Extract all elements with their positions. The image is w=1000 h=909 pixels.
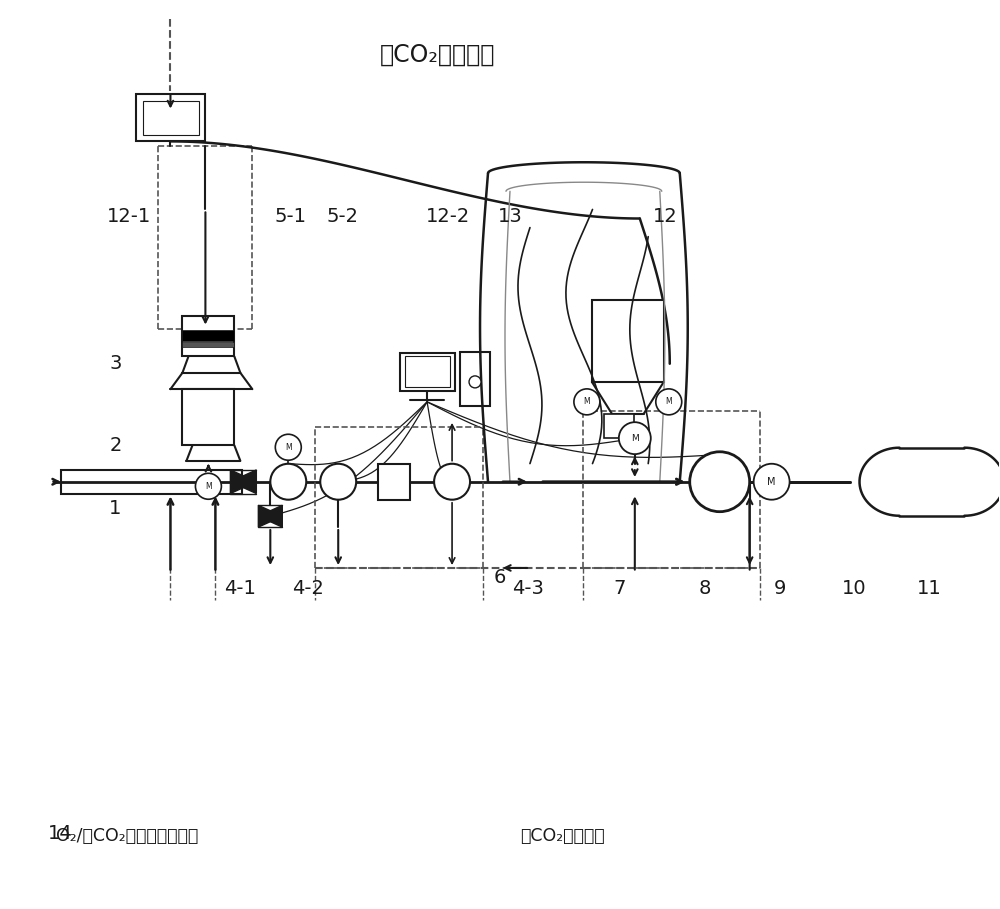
Text: 4-3: 4-3 bbox=[512, 579, 544, 598]
Text: 8: 8 bbox=[699, 579, 711, 598]
Circle shape bbox=[619, 422, 651, 454]
Text: M: M bbox=[767, 476, 776, 486]
Circle shape bbox=[275, 435, 301, 460]
Circle shape bbox=[690, 452, 750, 512]
Text: 12-2: 12-2 bbox=[426, 207, 470, 226]
Bar bbox=[604, 414, 634, 438]
Text: M: M bbox=[205, 482, 212, 491]
Bar bbox=[182, 342, 234, 347]
Text: 5-2: 5-2 bbox=[326, 207, 358, 226]
Circle shape bbox=[656, 389, 682, 415]
Text: 5-1: 5-1 bbox=[274, 207, 306, 226]
Text: 2: 2 bbox=[109, 436, 122, 454]
Text: 14: 14 bbox=[48, 824, 73, 844]
Text: M: M bbox=[631, 434, 639, 443]
Circle shape bbox=[574, 389, 600, 415]
Polygon shape bbox=[230, 470, 256, 494]
Bar bbox=[460, 352, 490, 406]
Text: 12: 12 bbox=[652, 207, 677, 226]
Bar bbox=[592, 300, 664, 382]
Polygon shape bbox=[230, 470, 256, 494]
Bar bbox=[378, 464, 410, 500]
Text: 7: 7 bbox=[614, 579, 626, 598]
Circle shape bbox=[754, 464, 790, 500]
Text: 9: 9 bbox=[773, 579, 786, 598]
Text: M: M bbox=[665, 397, 672, 406]
Text: 12-1: 12-1 bbox=[106, 207, 151, 226]
Bar bbox=[136, 95, 205, 142]
Text: 高CO₂浓度烟气: 高CO₂浓度烟气 bbox=[380, 43, 496, 67]
Circle shape bbox=[270, 464, 306, 500]
Bar bbox=[400, 353, 455, 391]
Bar bbox=[182, 315, 234, 356]
Circle shape bbox=[195, 474, 221, 499]
Bar bbox=[182, 330, 234, 341]
Text: 1: 1 bbox=[109, 499, 122, 518]
Text: 11: 11 bbox=[917, 579, 942, 598]
Polygon shape bbox=[258, 505, 282, 527]
Text: O₂/高CO₂浓度烟气混合气: O₂/高CO₂浓度烟气混合气 bbox=[56, 826, 198, 844]
Text: M: M bbox=[584, 397, 590, 406]
Text: M: M bbox=[285, 443, 292, 452]
Text: 6: 6 bbox=[494, 567, 506, 586]
Text: 4-2: 4-2 bbox=[292, 579, 324, 598]
Bar bbox=[182, 389, 234, 445]
Polygon shape bbox=[258, 505, 282, 527]
Circle shape bbox=[469, 376, 481, 388]
Text: 10: 10 bbox=[842, 579, 867, 598]
Circle shape bbox=[320, 464, 356, 500]
Circle shape bbox=[434, 464, 470, 500]
Bar bbox=[405, 356, 450, 387]
Text: 3: 3 bbox=[109, 355, 122, 374]
Text: 高CO₂浓度烟气: 高CO₂浓度烟气 bbox=[520, 826, 605, 844]
Text: 13: 13 bbox=[498, 207, 522, 226]
Bar bbox=[143, 102, 199, 135]
Bar bbox=[61, 470, 242, 494]
Text: 4-1: 4-1 bbox=[224, 579, 256, 598]
